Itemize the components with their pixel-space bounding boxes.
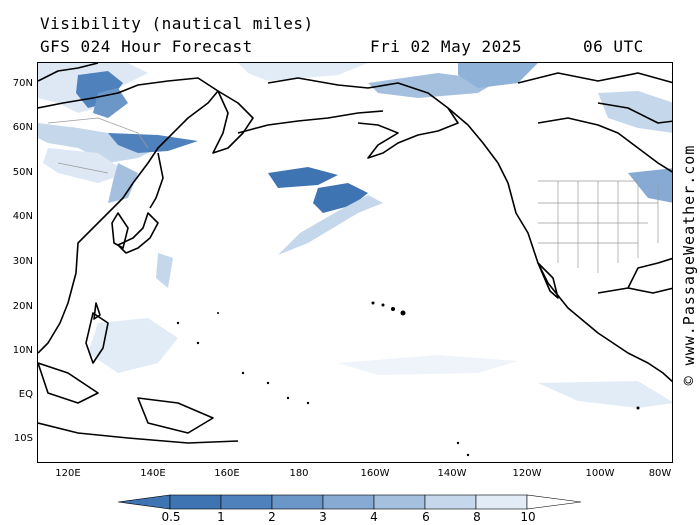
longitude-label: 140E (140, 468, 166, 479)
forecast-model-label: GFS 024 Hour Forecast (40, 37, 253, 56)
state-borders (47, 117, 659, 273)
latitude-label: 20N (12, 301, 33, 312)
latitude-label: 10S (13, 433, 33, 444)
longitude-label: 120W (512, 468, 542, 479)
longitude-label: 120E (55, 468, 81, 479)
colorbar-segment (424, 494, 477, 510)
latitude-label: EQ (18, 389, 33, 400)
latitude-label: 50N (12, 167, 33, 178)
visibility-shading (38, 63, 672, 408)
longitude-label: 160W (360, 468, 390, 479)
colorbar-min-arrow (118, 494, 171, 510)
colorbar-tick-label: 0.5 (161, 510, 181, 524)
forecast-time-label: 06 UTC (583, 37, 644, 56)
longitude-label: 140W (437, 468, 467, 479)
colorbar-tick-label: 3 (319, 510, 327, 524)
colorbar-tick-label: 4 (370, 510, 378, 524)
latitude-label: 40N (12, 211, 33, 222)
colorbar-tick-label: 10 (520, 510, 536, 524)
colorbar-segment (373, 494, 426, 510)
colorbar-segment (169, 494, 222, 510)
forecast-date-label: Fri 02 May 2025 (370, 37, 522, 56)
latitude-label: 30N (12, 256, 33, 267)
latitude-label: 60N (12, 122, 33, 133)
colorbar-tick-label: 8 (473, 510, 481, 524)
latitude-label: 70N (12, 78, 33, 89)
colorbar-segment (475, 494, 528, 510)
longitude-label: 160E (214, 468, 240, 479)
colorbar (118, 494, 582, 510)
longitude-label: 180 (289, 468, 309, 479)
colorbar-max-arrow (526, 494, 582, 510)
visibility-map (38, 63, 672, 457)
colorbar-segment (322, 494, 375, 510)
coastlines (38, 63, 672, 444)
colorbar-segment (220, 494, 273, 510)
colorbar-segment (271, 494, 324, 510)
longitude-label: 100W (585, 468, 615, 479)
map-title: Visibility (nautical miles) (40, 14, 314, 33)
map-frame (37, 62, 673, 463)
colorbar-tick-label: 1 (217, 510, 225, 524)
latitude-label: 10N (12, 345, 33, 356)
colorbar-tick-label: 6 (422, 510, 430, 524)
credit-watermark: © www.PassageWeather.com (680, 144, 698, 386)
colorbar-tick-label: 2 (268, 510, 276, 524)
islands (176, 301, 640, 457)
longitude-label: 80W (648, 468, 672, 479)
